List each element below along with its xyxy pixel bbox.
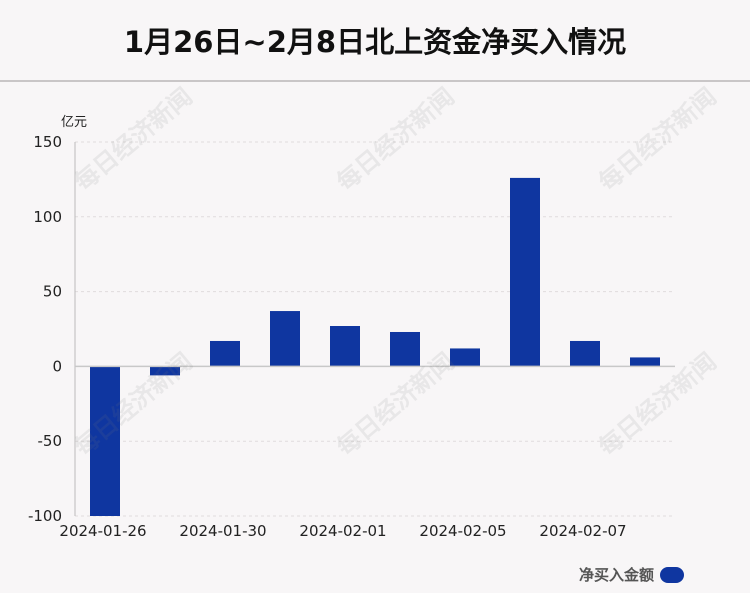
title-divider xyxy=(0,80,750,82)
bar xyxy=(90,366,120,516)
chart-title: 1月26日~2月8日北上资金净买入情况 xyxy=(123,25,627,59)
bar xyxy=(270,311,300,367)
x-tick-label: 2024-01-30 xyxy=(179,522,266,540)
x-tick-label: 2024-02-01 xyxy=(299,522,386,540)
bar xyxy=(390,331,420,367)
y-tick-label: 150 xyxy=(33,133,62,151)
legend: 净买入金额 xyxy=(579,564,684,585)
x-tick-label: 2024-02-07 xyxy=(539,522,626,540)
bar xyxy=(510,177,540,367)
bar xyxy=(150,366,180,376)
y-tick-label: -100 xyxy=(28,507,62,525)
x-tick-label: 2024-01-26 xyxy=(59,522,146,540)
bar xyxy=(570,340,600,367)
y-tick-label: -50 xyxy=(38,432,63,450)
y-tick-label: 100 xyxy=(33,208,62,226)
legend-label: 净买入金额 xyxy=(578,566,654,584)
bar xyxy=(210,340,240,367)
bar xyxy=(630,357,660,367)
y-tick-label: 50 xyxy=(43,283,62,301)
bar xyxy=(450,348,480,367)
y-axis-unit: 亿元 xyxy=(61,115,88,130)
bar xyxy=(330,326,360,367)
legend-swatch xyxy=(660,566,684,583)
x-tick-label: 2024-02-05 xyxy=(419,522,506,540)
y-tick-label: 0 xyxy=(52,357,62,375)
